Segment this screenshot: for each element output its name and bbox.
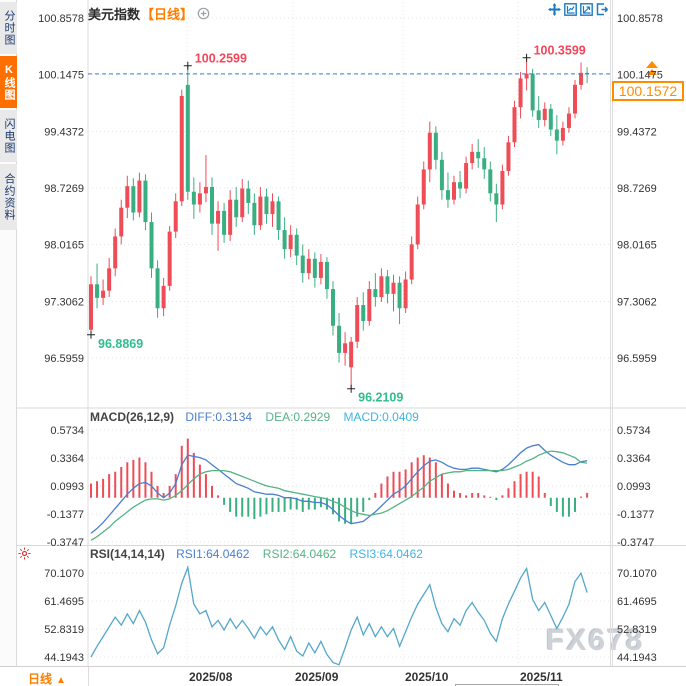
axis-tick-labels: 100.8578 100.8578 100.1475 100.1475 99.4372 9… bbox=[38, 13, 663, 664]
x-axis-label: 2025/10 bbox=[405, 670, 449, 684]
x-scrollbar-thumb[interactable] bbox=[455, 684, 559, 686]
svg-text:44.1943: 44.1943 bbox=[44, 652, 84, 664]
svg-text:97.3062: 97.3062 bbox=[617, 296, 657, 308]
svg-text:100.8578: 100.8578 bbox=[617, 13, 663, 25]
scroll-to-latest-icon[interactable] bbox=[646, 61, 658, 75]
watermark: FX678 bbox=[546, 624, 645, 657]
x-axis-label: 2025/11 bbox=[520, 670, 563, 684]
svg-text:100.1475: 100.1475 bbox=[617, 70, 663, 82]
svg-text:96.5959: 96.5959 bbox=[617, 353, 657, 365]
pan-crosshair-icon[interactable] bbox=[548, 3, 561, 16]
rsi-legend: RSI(14,14,14) RSI1:64.0462 RSI2:64.0462 … bbox=[90, 547, 433, 561]
svg-text:-0.1377: -0.1377 bbox=[617, 509, 654, 521]
axis-scale-icon[interactable] bbox=[580, 3, 593, 16]
svg-text:0.0993: 0.0993 bbox=[50, 481, 84, 493]
svg-text:100.2599: 100.2599 bbox=[195, 52, 247, 66]
svg-text:99.4372: 99.4372 bbox=[44, 126, 84, 138]
svg-text:-0.1377: -0.1377 bbox=[47, 509, 84, 521]
svg-text:61.4695: 61.4695 bbox=[44, 596, 84, 608]
svg-text:0.5734: 0.5734 bbox=[50, 425, 84, 437]
svg-text:96.2109: 96.2109 bbox=[358, 391, 403, 405]
rsi-line bbox=[90, 565, 588, 666]
axis-fit-icon[interactable] bbox=[564, 3, 577, 16]
svg-text:98.0165: 98.0165 bbox=[44, 240, 84, 252]
x-axis-label: 2025/09 bbox=[295, 670, 339, 684]
divider bbox=[88, 667, 89, 686]
svg-text:98.7269: 98.7269 bbox=[617, 183, 657, 195]
svg-text:100.1475: 100.1475 bbox=[38, 70, 84, 82]
svg-text:61.4695: 61.4695 bbox=[617, 596, 657, 608]
svg-text:-0.3747: -0.3747 bbox=[617, 537, 654, 549]
svg-text:44.1943: 44.1943 bbox=[617, 652, 657, 664]
sidebar-tab-kline-chart[interactable]: K线图 bbox=[0, 56, 17, 108]
svg-text:98.7269: 98.7269 bbox=[44, 183, 84, 195]
svg-text:0.5734: 0.5734 bbox=[617, 425, 651, 437]
svg-text:96.5959: 96.5959 bbox=[44, 353, 84, 365]
macd-legend: MACD(26,12,9) DIFF:0.3134 DEA:0.2929 MAC… bbox=[90, 410, 429, 424]
period-selector[interactable]: 日线 ▲ bbox=[28, 670, 66, 686]
macd-params-label: MACD(26,12,9) bbox=[90, 410, 175, 424]
chevron-up-icon: ▲ bbox=[56, 675, 66, 686]
macd-diff-line bbox=[90, 443, 588, 534]
macd-diff-value: DIFF:0.3134 bbox=[185, 410, 253, 424]
rsi1-value: RSI1:64.0462 bbox=[176, 547, 250, 561]
svg-text:52.8319: 52.8319 bbox=[44, 624, 84, 636]
svg-text:0.3364: 0.3364 bbox=[617, 453, 651, 465]
svg-text:96.8869: 96.8869 bbox=[98, 337, 143, 351]
x-axis-label: 2025/08 bbox=[189, 670, 233, 684]
svg-text:0.3364: 0.3364 bbox=[50, 453, 84, 465]
add-indicator-icon[interactable] bbox=[197, 7, 210, 20]
macd-macd-value: MACD:0.0409 bbox=[343, 410, 419, 424]
svg-text:100.8578: 100.8578 bbox=[38, 13, 84, 25]
page-title: 美元指数 bbox=[88, 7, 141, 22]
indicator-alert-icon[interactable] bbox=[18, 547, 31, 565]
svg-text:97.3062: 97.3062 bbox=[44, 296, 84, 308]
bottom-bar: 日线 ▲ 2025/08 2025/09 2025/10 2025/11 bbox=[0, 666, 686, 686]
macd-dea-value: DEA:0.2929 bbox=[265, 410, 331, 424]
svg-text:98.0165: 98.0165 bbox=[617, 240, 657, 252]
macd-series bbox=[90, 438, 589, 541]
svg-text:-0.3747: -0.3747 bbox=[47, 537, 84, 549]
current-price-tag: 100.1572 bbox=[612, 81, 684, 101]
candlestick-series[interactable] bbox=[89, 57, 590, 389]
rsi-params-label: RSI(14,14,14) bbox=[90, 547, 165, 561]
sidebar-tab-time-chart[interactable]: 分时图 bbox=[0, 2, 17, 54]
price-annotations: 100.2599 100.3599 96.8869 96.2109 bbox=[87, 44, 586, 405]
chart-toolbar bbox=[548, 3, 609, 16]
sidebar-tab-lightning-chart[interactable]: 闪电图 bbox=[0, 110, 17, 162]
sidebar-tab-contract-info[interactable]: 合约资料 bbox=[0, 164, 17, 230]
svg-text:100.3599: 100.3599 bbox=[534, 44, 586, 58]
svg-text:52.8319: 52.8319 bbox=[617, 624, 657, 636]
panel-borders bbox=[17, 0, 686, 666]
chart-header: 美元指数 【日线】 bbox=[88, 4, 210, 23]
sidebar: 分时图 K线图 闪电图 合约资料 bbox=[0, 0, 17, 686]
svg-text:70.1070: 70.1070 bbox=[44, 568, 84, 580]
svg-text:0.0993: 0.0993 bbox=[617, 481, 651, 493]
rsi3-value: RSI3:64.0462 bbox=[349, 547, 423, 561]
svg-text:70.1070: 70.1070 bbox=[617, 568, 657, 580]
exit-fullscreen-icon[interactable] bbox=[596, 3, 609, 16]
period-tag: 【日线】 bbox=[141, 7, 194, 22]
macd-dea-line bbox=[90, 450, 588, 541]
rsi2-value: RSI2:64.0462 bbox=[262, 547, 337, 561]
svg-text:99.4372: 99.4372 bbox=[617, 126, 657, 138]
period-label: 日线 bbox=[28, 672, 53, 686]
